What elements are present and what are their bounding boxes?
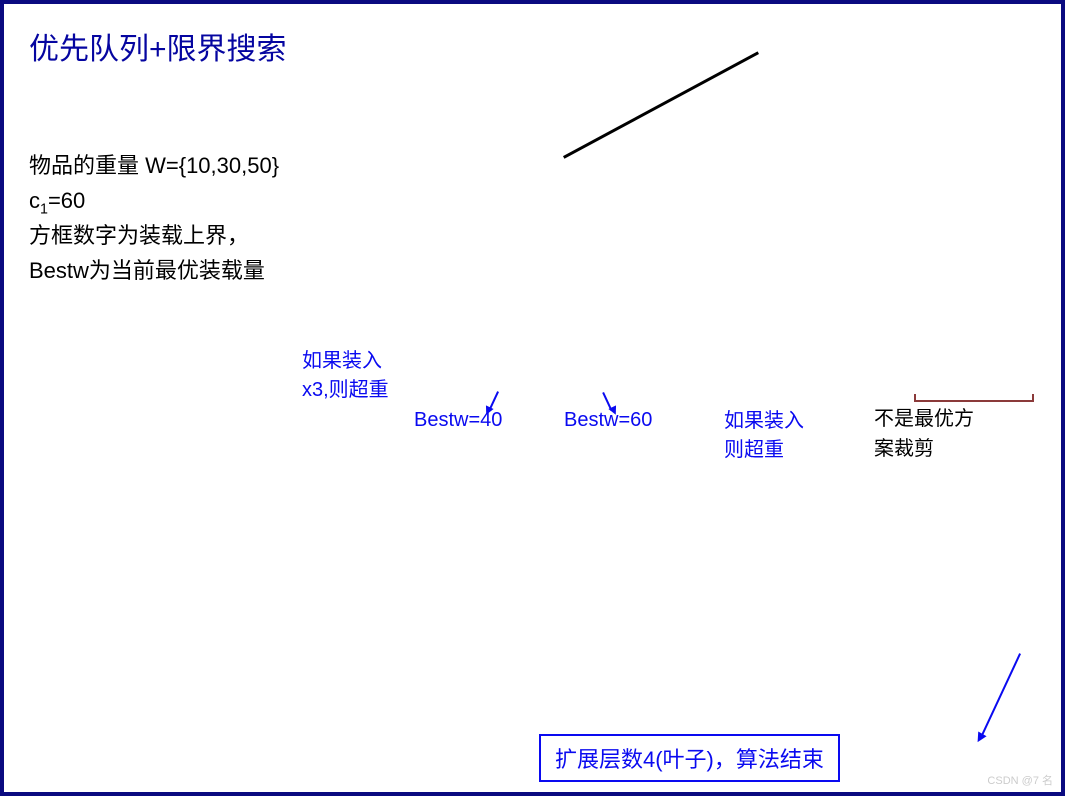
side-line1: 物品的重量 W={10,30,50}: [29, 149, 279, 182]
side-line3: 方框数字为装载上界，: [29, 219, 249, 252]
side-line4: Bestw为当前最优装载量: [29, 254, 265, 287]
watermark: CSDN @7 名: [987, 772, 1053, 788]
tree-edge: [563, 52, 759, 159]
page-title: 优先队列+限界搜索: [29, 24, 287, 68]
note-l: 如果装入 则超重: [724, 404, 804, 462]
conclusion-box: 扩展层数4(叶子)，算法结束: [539, 734, 840, 782]
side-line2: c1=60: [29, 184, 85, 221]
bestw-j: Bestw=60: [564, 409, 652, 432]
bracket-no: [914, 394, 1034, 402]
note-no: 不是最优方 案裁剪: [874, 404, 974, 464]
arrow-final: [979, 653, 1021, 740]
arrow-final-head: [973, 731, 986, 744]
note-h: 如果装入 x3,则超重: [302, 344, 389, 402]
